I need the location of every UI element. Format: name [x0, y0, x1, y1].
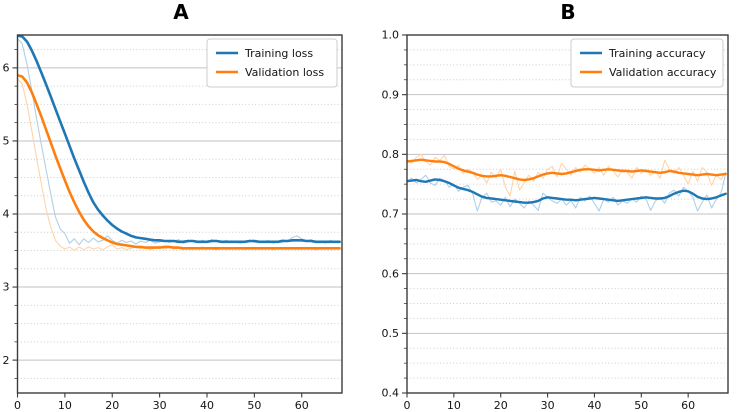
x-tick-label: 40: [200, 399, 214, 412]
plot-area-panel-b: [407, 153, 727, 212]
x-tick-label: 40: [587, 399, 601, 412]
y-tick-label: 0.9: [382, 88, 400, 101]
x-tick-label: 0: [14, 399, 21, 412]
x-tick-label: 30: [153, 399, 167, 412]
y-tick-label: 1.0: [382, 29, 400, 42]
gridlines-panel-a: [17, 49, 342, 379]
y-tick-label: 3: [3, 281, 10, 294]
panel-b-title: B: [560, 0, 576, 24]
legend-label-validation-accuracy: Validation accuracy: [609, 66, 717, 79]
axis-ticks-panel-b: 0 10 20 30 40 50 60 0.4 0.5 0.6 0.7 0.8 0.9 1.0: [382, 29, 696, 412]
x-tick-label: 20: [494, 399, 508, 412]
training-accuracy-raw-line: [407, 172, 727, 212]
y-tick-label: 4: [3, 208, 10, 221]
y-tick-label: 0.5: [382, 327, 400, 340]
y-tick-label: 0.4: [382, 387, 400, 400]
validation-loss-line: [17, 73, 341, 250]
validation-accuracy-line: [407, 158, 727, 182]
y-tick-label: 5: [3, 135, 10, 148]
legend-label-training-accuracy: Training accuracy: [608, 47, 706, 60]
legend-box: [206, 38, 338, 88]
panel-a-title: A: [173, 0, 189, 24]
x-tick-label: 50: [247, 399, 261, 412]
x-tick-label: 0: [404, 399, 411, 412]
y-tick-label: 6: [3, 62, 10, 75]
y-tick-label: 2: [3, 354, 10, 367]
y-tick-label: 0.6: [382, 267, 400, 280]
validation-accuracy-raw-line: [407, 153, 727, 197]
training-accuracy-line: [407, 178, 727, 204]
y-tick-label: 0.8: [382, 148, 400, 161]
training-loss-line: [17, 35, 341, 244]
legend-panel-a: Training loss Validation loss: [206, 38, 338, 88]
y-tick-label: 0.7: [382, 208, 400, 221]
axis-ticks-panel-a: 0 10 20 30 40 50 60 2 3 4 5 6: [3, 49, 309, 412]
x-tick-label: 10: [58, 399, 72, 412]
legend-label-validation-loss: Validation loss: [245, 66, 324, 79]
x-tick-label: 10: [447, 399, 461, 412]
plot-area-panel-a: [17, 35, 341, 252]
gridlines-panel-b: [407, 49, 728, 379]
legend-panel-b: Training accuracy Validation accuracy: [570, 38, 724, 88]
x-tick-label: 50: [634, 399, 648, 412]
x-tick-label: 60: [681, 399, 695, 412]
x-tick-label: 60: [295, 399, 309, 412]
validation-loss-raw-line: [17, 78, 341, 252]
x-tick-label: 30: [541, 399, 555, 412]
legend-box: [570, 38, 724, 88]
legend-label-training-loss: Training loss: [244, 47, 313, 60]
x-tick-label: 20: [105, 399, 119, 412]
